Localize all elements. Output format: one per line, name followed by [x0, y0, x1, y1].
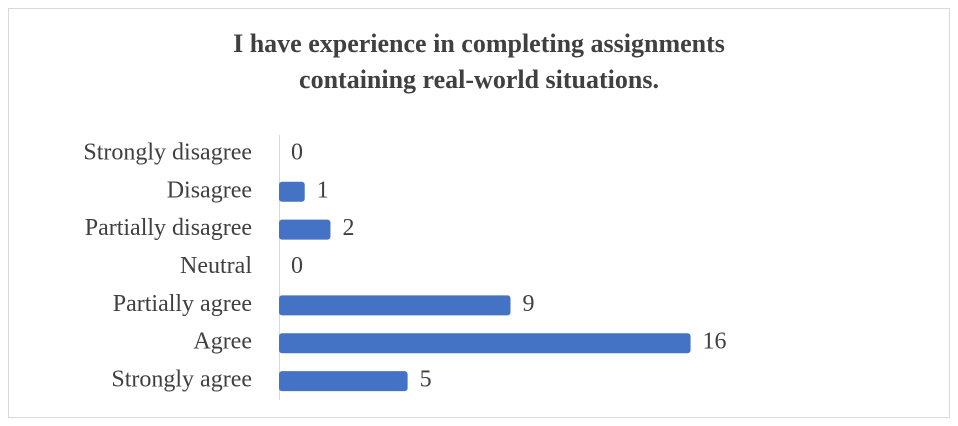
bar [279, 295, 511, 316]
chart-title: I have experience in completing assignme… [233, 29, 725, 94]
y-tick-label: Disagree [167, 177, 252, 203]
value-label: 2 [342, 215, 354, 241]
y-tick-label: Agree [193, 329, 252, 355]
bar [279, 181, 305, 202]
y-tick-label: Partially agree [113, 291, 252, 317]
y-tick-label: Partially disagree [85, 215, 252, 241]
value-label: 0 [291, 139, 303, 165]
bar [279, 371, 408, 392]
value-label: 5 [420, 367, 432, 393]
bar [279, 219, 331, 240]
y-tick-label: Strongly agree [111, 367, 252, 393]
y-tick-label: Strongly disagree [83, 139, 252, 165]
value-label: 16 [703, 329, 727, 355]
bar [279, 333, 691, 354]
chart-border [8, 8, 950, 418]
y-tick-label: Neutral [180, 253, 252, 279]
value-label: 1 [317, 177, 329, 203]
value-label: 9 [523, 291, 535, 317]
value-label: 0 [291, 253, 303, 279]
